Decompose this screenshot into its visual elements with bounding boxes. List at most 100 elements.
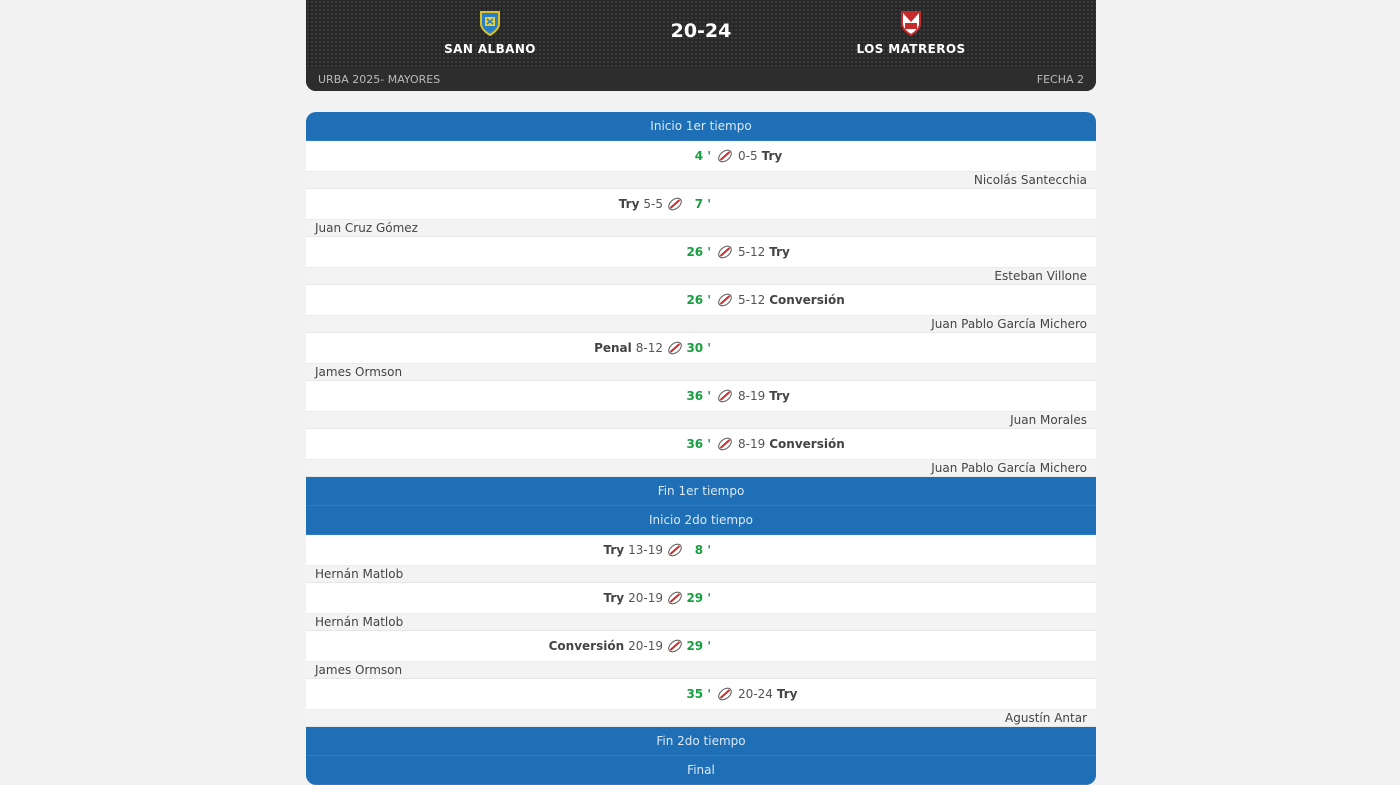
event-line: 26 ' 5-12 Conversión xyxy=(306,285,1096,315)
rugby-ball-icon xyxy=(668,543,682,557)
event-line: Try 20-19 29 ' xyxy=(306,583,1096,613)
period-separator: Fin 2do tiempo xyxy=(306,727,1096,756)
event-minute: 35 ' xyxy=(686,687,711,701)
event-detail: 5-12 Conversión xyxy=(738,293,849,307)
player-name[interactable]: Juan Morales xyxy=(306,411,1096,428)
event-type: Conversión xyxy=(769,293,845,307)
event-minute: 29 ' xyxy=(686,639,711,653)
timeline-event[interactable]: Try 20-19 29 ' Hernán Matlob xyxy=(306,583,1096,631)
rugby-ball-icon xyxy=(668,341,682,355)
player-name[interactable]: Hernán Matlob xyxy=(306,613,1096,630)
away-team-name: Los Matreros xyxy=(856,42,966,56)
match-info-bar: URBA 2025- MAYORES FECHA 2 xyxy=(306,68,1096,91)
player-name[interactable]: Nicolás Santecchia xyxy=(306,171,1096,188)
event-score: 20-19 xyxy=(628,639,663,653)
event-detail: Conversión 20-19 xyxy=(545,639,663,653)
event-line: 4 ' 0-5 Try xyxy=(306,141,1096,171)
event-score: 5-12 xyxy=(738,293,766,307)
event-type: Try xyxy=(776,687,798,701)
event-minute: 30 ' xyxy=(686,341,711,355)
event-type: Try xyxy=(769,389,790,403)
period-separator: Final xyxy=(306,756,1096,785)
event-score: 5-5 xyxy=(643,197,663,211)
event-score: 5-12 xyxy=(738,245,766,259)
match-widget: San Albano 20-24 Los Matreros URBA 2025-… xyxy=(306,0,1096,785)
timeline-event[interactable]: 4 ' 0-5 Try Nicolás Santecchia xyxy=(306,141,1096,189)
event-detail: 0-5 Try xyxy=(738,149,786,163)
match-score: 20-24 xyxy=(670,20,732,42)
player-name[interactable]: Hernán Matlob xyxy=(306,565,1096,582)
event-type: Try xyxy=(603,543,625,557)
event-minute: 7 ' xyxy=(694,197,711,211)
timeline-event[interactable]: 36 ' 8-19 Conversión Juan Pablo García Mich… xyxy=(306,429,1096,477)
event-score: 8-19 xyxy=(738,389,766,403)
event-type: Try xyxy=(769,245,790,259)
event-line: 26 ' 5-12 Try xyxy=(306,237,1096,267)
event-minute: 36 ' xyxy=(686,437,711,451)
player-name[interactable]: Esteban Villone xyxy=(306,267,1096,284)
event-minute: 26 ' xyxy=(686,245,711,259)
event-score: 20-24 xyxy=(738,687,773,701)
event-detail: Try 20-19 xyxy=(600,591,663,605)
timeline-event[interactable]: 35 ' 20-24 Try Agustín Antar xyxy=(306,679,1096,727)
match-timeline: Inicio 1er tiempo 4 ' 0-5 Try Nicolás Santec… xyxy=(306,112,1096,785)
timeline-event[interactable]: 36 ' 8-19 Try Juan Morales xyxy=(306,381,1096,429)
event-score: 13-19 xyxy=(628,543,663,557)
event-line: Conversión 20-19 29 ' xyxy=(306,631,1096,661)
event-detail: 8-19 Try xyxy=(738,389,794,403)
period-separator: Inicio 2do tiempo xyxy=(306,506,1096,535)
event-score: 0-5 xyxy=(738,149,758,163)
event-type: Conversión xyxy=(548,639,625,653)
timeline-event[interactable]: Try 13-19 8 ' Hernán Matlob xyxy=(306,535,1096,583)
event-line: Try 13-19 8 ' xyxy=(306,535,1096,565)
event-minute: 8 ' xyxy=(694,543,711,557)
event-minute: 26 ' xyxy=(686,293,711,307)
event-minute: 36 ' xyxy=(686,389,711,403)
event-score: 8-12 xyxy=(635,341,663,355)
event-detail: 8-19 Conversión xyxy=(738,437,849,451)
player-name[interactable]: James Ormson xyxy=(306,661,1096,678)
player-name[interactable]: James Ormson xyxy=(306,363,1096,380)
rugby-ball-icon xyxy=(668,591,682,605)
event-detail: 20-24 Try xyxy=(738,687,801,701)
player-name[interactable]: Agustín Antar xyxy=(306,709,1096,726)
timeline-event[interactable]: Try 5-5 7 ' Juan Cruz Gómez xyxy=(306,189,1096,237)
event-minute: 4 ' xyxy=(694,149,711,163)
round-label: FECHA 2 xyxy=(1036,73,1084,86)
rugby-ball-icon xyxy=(668,639,682,653)
event-minute: 29 ' xyxy=(686,591,711,605)
player-name[interactable]: Juan Pablo García Michero xyxy=(306,459,1096,476)
period-separator: Fin 1er tiempo xyxy=(306,477,1096,506)
timeline-event[interactable]: Conversión 20-19 29 ' James Ormson xyxy=(306,631,1096,679)
timeline-event[interactable]: 26 ' 5-12 Try Esteban Villone xyxy=(306,237,1096,285)
event-detail: 5-12 Try xyxy=(738,245,794,259)
san-albano-crest-icon xyxy=(480,11,500,36)
home-team-name: San Albano xyxy=(444,42,536,56)
rugby-ball-icon xyxy=(718,437,732,451)
event-type: Try xyxy=(603,591,625,605)
timeline-event[interactable]: 26 ' 5-12 Conversión Juan Pablo García Mich… xyxy=(306,285,1096,333)
event-line: 36 ' 8-19 Try xyxy=(306,381,1096,411)
event-detail: Try 5-5 xyxy=(615,197,663,211)
player-name[interactable]: Juan Cruz Gómez xyxy=(306,219,1096,236)
timeline-event[interactable]: Penal 8-12 30 ' James Ormson xyxy=(306,333,1096,381)
event-line: 36 ' 8-19 Conversión xyxy=(306,429,1096,459)
event-score: 8-19 xyxy=(738,437,766,451)
event-type: Try xyxy=(761,149,783,163)
event-detail: Penal 8-12 xyxy=(590,341,663,355)
rugby-ball-icon xyxy=(718,149,732,163)
event-detail: Try 13-19 xyxy=(600,543,663,557)
rugby-ball-icon xyxy=(718,245,732,259)
rugby-ball-icon xyxy=(718,293,732,307)
event-line: Try 5-5 7 ' xyxy=(306,189,1096,219)
player-name[interactable]: Juan Pablo García Michero xyxy=(306,315,1096,332)
los-matreros-crest-icon xyxy=(901,11,921,36)
event-score: 20-19 xyxy=(628,591,663,605)
rugby-ball-icon xyxy=(668,197,682,211)
event-type: Try xyxy=(618,197,640,211)
home-team[interactable]: San Albano xyxy=(390,10,590,56)
event-line: Penal 8-12 30 ' xyxy=(306,333,1096,363)
away-team[interactable]: Los Matreros xyxy=(811,10,1011,56)
rugby-ball-icon xyxy=(718,687,732,701)
period-separator: Inicio 1er tiempo xyxy=(306,112,1096,141)
